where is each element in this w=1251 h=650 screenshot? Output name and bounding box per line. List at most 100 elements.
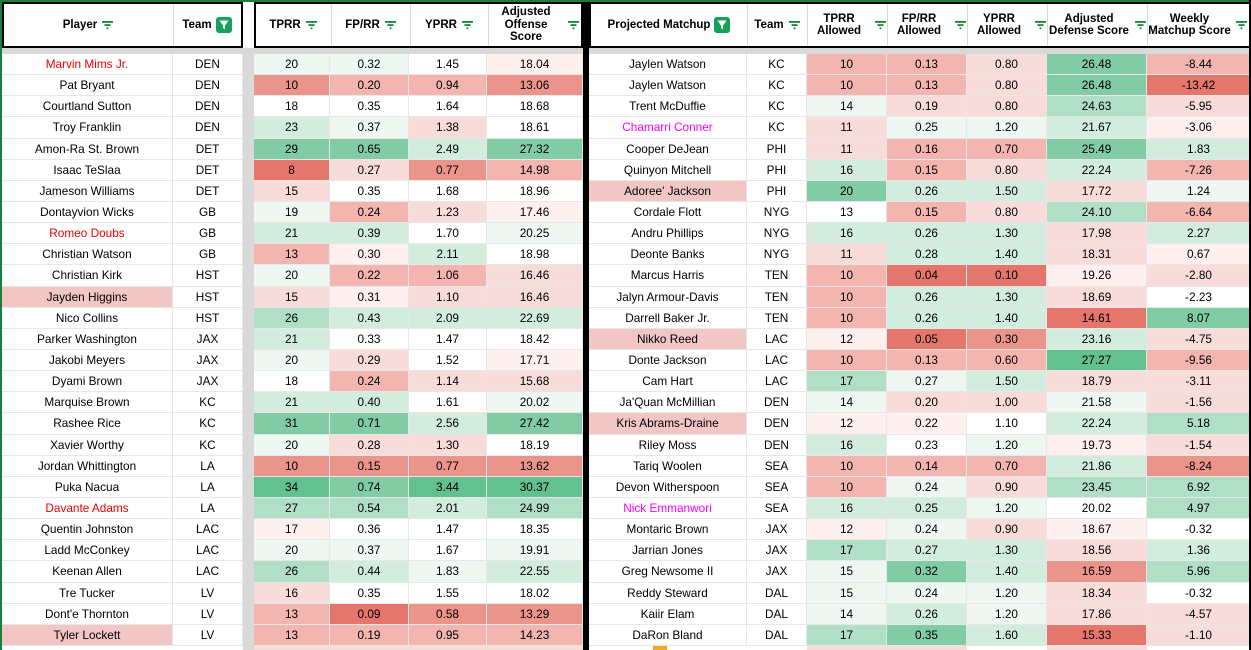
team-cell[interactable]: NYG [747,244,807,266]
value-cell[interactable]: 22.69 [487,307,583,329]
filter-lines-icon[interactable] [874,19,887,31]
player-cell[interactable]: Puka Nacua [2,476,173,498]
filter-lines-icon[interactable] [1235,19,1248,31]
value-cell[interactable]: 0.77 [409,455,487,477]
filter-lines-icon[interactable] [567,19,580,31]
header-team[interactable]: Team [748,4,808,46]
value-cell[interactable]: 0.30 [967,328,1047,350]
value-cell[interactable]: 20.25 [487,223,583,245]
value-cell[interactable]: 19.26 [1047,265,1147,287]
value-cell[interactable]: 0.54 [330,497,409,520]
value-cell[interactable]: 17.98 [1047,223,1147,245]
value-cell[interactable]: 1.55 [409,582,487,604]
value-cell[interactable]: 0.10 [967,265,1047,287]
value-cell[interactable]: 14 [807,603,887,625]
value-cell[interactable]: 1.68 [409,180,487,202]
value-cell[interactable]: 21 [254,328,330,350]
value-cell[interactable]: 17 [254,519,330,541]
team-cell[interactable]: LV [173,624,243,646]
value-cell[interactable]: 22.24 [1047,159,1147,181]
value-cell[interactable]: 0.19 [887,96,967,118]
value-cell[interactable]: 18 [254,371,330,393]
value-cell[interactable]: -1.10 [1147,624,1251,646]
team-cell[interactable]: TEN [747,265,807,287]
value-cell[interactable]: 0.94 [409,75,487,97]
team-cell[interactable]: DEN [173,117,243,139]
value-cell[interactable]: 18.68 [487,96,583,118]
value-cell[interactable]: 21.86 [1047,455,1147,477]
value-cell[interactable]: 0.67 [1147,244,1251,266]
header-player[interactable]: Player [4,4,174,46]
header-team[interactable]: Team [174,4,240,46]
player-cell[interactable]: Marvin Mims Jr. [2,54,173,76]
value-cell[interactable]: 10 [807,75,887,97]
value-cell[interactable]: 0.13 [887,54,967,76]
value-cell[interactable]: 20 [254,54,330,76]
value-cell[interactable]: 17.71 [487,349,583,372]
value-cell[interactable]: 27.27 [1047,349,1147,372]
value-cell[interactable]: 10 [807,455,887,477]
team-cell[interactable]: PHI [747,138,807,160]
player-cell[interactable]: Kris Abrams-Draine [589,413,747,435]
value-cell[interactable]: 0.90 [967,476,1047,498]
team-cell[interactable]: LV [173,582,243,604]
value-cell[interactable]: 1.64 [409,96,487,118]
value-cell[interactable]: -0.32 [1147,582,1251,604]
value-cell[interactable]: 25.49 [1047,138,1147,160]
value-cell[interactable]: 20.02 [1047,497,1147,520]
value-cell[interactable]: 19.73 [1047,434,1147,456]
value-cell[interactable]: 0.27 [887,540,967,562]
value-cell[interactable]: 0.70 [967,138,1047,160]
team-cell[interactable]: JAX [173,371,243,393]
player-cell[interactable]: Christian Kirk [2,265,173,287]
value-cell[interactable]: 10 [807,286,887,308]
player-cell[interactable]: Jameson Williams [2,180,173,202]
header-adjusted-defense-score[interactable]: Adjusted Defense Score [1048,4,1148,46]
value-cell[interactable]: 1.47 [409,328,487,350]
value-cell[interactable]: 0.20 [887,392,967,414]
value-cell[interactable]: 0.70 [967,455,1047,477]
filter-lines-icon[interactable] [384,19,397,31]
value-cell[interactable]: 1.60 [967,624,1047,646]
value-cell[interactable]: 20 [254,349,330,372]
value-cell[interactable]: 0.95 [409,624,487,646]
value-cell[interactable]: 18.42 [487,328,583,350]
value-cell[interactable]: 2.27 [1147,223,1251,245]
value-cell[interactable]: 0.80 [967,75,1047,97]
player-cell[interactable]: Nikko Reed [589,328,747,350]
team-cell[interactable]: TEN [747,307,807,329]
value-cell[interactable]: -4.75 [1147,328,1251,350]
value-cell[interactable]: 0.35 [330,582,409,604]
value-cell[interactable]: 17 [807,371,887,393]
player-cell[interactable]: Davante Adams [2,497,173,520]
value-cell[interactable]: 0.77 [409,159,487,181]
value-cell[interactable]: 26.48 [1047,75,1147,97]
team-cell[interactable]: DET [173,180,243,202]
value-cell[interactable]: 0.35 [330,96,409,118]
value-cell[interactable]: 21 [254,223,330,245]
value-cell[interactable]: 21 [254,392,330,414]
value-cell[interactable]: 0.32 [887,561,967,583]
player-cell[interactable]: Romeo Doubs [2,223,173,245]
value-cell[interactable]: 0.13 [887,75,967,97]
value-cell[interactable]: 16.46 [487,265,583,287]
filter-active-icon[interactable] [714,17,731,33]
player-cell[interactable]: Darrell Baker Jr. [589,307,747,329]
value-cell[interactable]: 31 [254,413,330,435]
value-cell[interactable]: 18.56 [1047,540,1147,562]
player-cell[interactable]: Greg Newsome II [589,561,747,583]
player-cell[interactable]: Trent McDuffie [589,96,747,118]
value-cell[interactable]: 1.40 [967,244,1047,266]
player-cell[interactable]: Tyler Lockett [2,624,173,646]
value-cell[interactable]: 1.36 [1147,540,1251,562]
value-cell[interactable]: 13 [254,624,330,646]
team-cell[interactable]: DET [173,138,243,160]
player-cell[interactable]: Cam Hart [589,371,747,393]
value-cell[interactable]: 0.22 [330,265,409,287]
value-cell[interactable]: 1.47 [409,519,487,541]
team-cell[interactable]: HST [173,286,243,308]
value-cell[interactable]: 0.26 [887,223,967,245]
team-cell[interactable]: KC [747,117,807,139]
team-cell[interactable]: KC [173,413,243,435]
player-cell[interactable]: Ladd McConkey [2,540,173,562]
